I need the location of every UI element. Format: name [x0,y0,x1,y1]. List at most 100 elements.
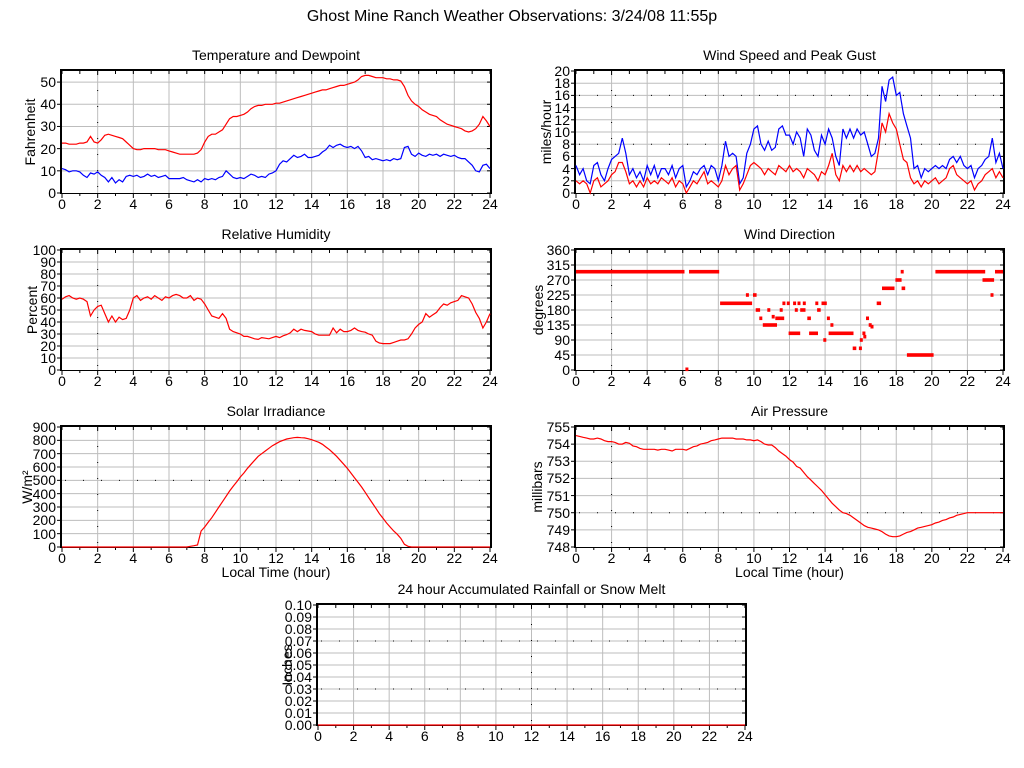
chart-title: Wind Speed and Peak Gust [703,47,876,63]
x-tick-label: 2 [607,196,616,212]
chart-air-pressure: Air Pressure millibars Local Time (hour)… [529,403,1011,580]
y-tick-label: 100 [32,525,56,542]
y-tick-label: 20 [40,140,56,157]
y-tick-label: 10 [40,350,56,366]
y-tick-label: 45 [554,347,570,363]
x-tick-label: 6 [165,550,173,566]
y-tick-label: 0 [48,362,56,378]
x-tick-label: 24 [482,550,498,566]
x-tick-label: 24 [482,196,498,212]
y-tick-label: 14 [554,99,570,116]
y-tick-label: 600 [32,459,56,475]
x-tick-label: 18 [375,196,391,212]
x-tick-label: 24 [737,728,753,744]
x-tick-label: 10 [746,196,762,212]
x-tick-label: 14 [303,550,320,566]
x-tick-label: 2 [349,728,358,744]
y-tick-label: 6 [562,148,570,165]
y-tick-label: 0.01 [284,705,312,721]
x-tick-label: 14 [559,728,575,744]
x-tick-label: 6 [420,728,429,744]
y-tick-label: 360 [546,242,570,258]
y-tick-label: 0.06 [284,645,312,661]
chart-title: Wind Direction [743,226,836,242]
y-tick-label: 225 [546,287,570,303]
x-tick-label: 8 [200,550,209,566]
y-tick-label: 8 [562,136,570,153]
y-tick-label: 500 [32,472,56,489]
y-tick-label: 0 [48,185,56,201]
x-tick-label: 0 [572,196,580,212]
y-tick-label: 18 [554,75,570,92]
y-tick-label: 90 [554,332,570,348]
x-tick-label: 20 [924,550,940,566]
x-tick-label: 18 [888,550,905,566]
y-tick-label: 0 [48,539,56,555]
x-tick-label: 20 [924,196,940,212]
x-axis-label: Local Time (hour) [735,564,844,580]
y-tick-label: 753 [546,453,570,470]
chart-title: Air Pressure [750,403,829,419]
y-tick-label: 10 [40,162,56,179]
x-tick-label: 14 [303,196,320,212]
x-tick-label: 6 [678,196,687,212]
x-tick-label: 10 [488,728,504,744]
y-tick-label: 750 [546,504,570,521]
x-tick-label: 18 [375,550,391,566]
y-tick-label: 16 [554,87,570,104]
x-tick-label: 8 [200,196,209,212]
y-tick-label: 50 [40,302,56,318]
x-tick-label: 4 [385,728,394,744]
y-tick-label: 90 [40,254,56,270]
y-tick-label: 0.00 [284,717,312,733]
x-tick-label: 18 [630,728,647,744]
x-tick-label: 20 [410,373,427,389]
x-tick-label: 12 [781,550,798,566]
chart-rainfall-snowmelt: 24 hour Accumulated Rainfall or Snow Mel… [279,581,753,743]
x-tick-label: 2 [93,550,102,566]
x-tick-label: 2 [607,550,616,566]
x-tick-label: 6 [678,550,687,566]
chart-wind-direction: Wind Direction degrees 0 45 90 135 180 225 270… [530,226,1011,388]
plot-area [57,249,491,375]
x-tick-label: 0 [314,728,322,744]
y-tick-label: 0.07 [284,633,312,649]
x-tick-label: 16 [339,373,356,389]
x-tick-label: 2 [93,196,102,212]
x-tick-label: 4 [643,196,652,212]
x-tick-label: 14 [817,373,833,389]
plot-area [571,70,1004,198]
x-tick-label: 12 [781,373,798,389]
y-tick-label: 40 [40,314,56,330]
y-tick-label: 754 [546,436,570,453]
x-tick-label: 16 [339,196,356,212]
x-tick-label: 20 [666,728,682,744]
chart-temperature-dewpoint: Temperature and Dewpoint Fahrenheit 0 10 2… [22,47,498,211]
x-tick-label: 10 [232,373,249,389]
chart-title: Temperature and Dewpoint [191,47,361,63]
y-tick-label: 755 [546,419,570,435]
x-tick-label: 8 [200,373,209,389]
x-tick-label: 10 [232,550,249,566]
x-tick-label: 0 [58,196,66,212]
y-tick-label: 0.10 [284,597,312,613]
x-tick-label: 10 [746,373,762,389]
x-tick-label: 0 [572,550,580,566]
y-tick-label: 400 [32,485,56,502]
x-tick-label: 10 [232,196,249,212]
plot-area [57,71,491,198]
x-tick-label: 18 [375,373,391,389]
x-tick-label: 16 [852,550,869,566]
x-tick-label: 16 [594,728,611,744]
x-tick-label: 4 [643,550,652,566]
y-tick-label: 135 [546,317,570,333]
x-tick-label: 20 [410,550,427,566]
y-tick-label: 30 [40,326,56,342]
x-tick-label: 8 [456,728,465,744]
x-tick-label: 6 [165,196,173,212]
x-tick-label: 24 [995,373,1011,389]
x-tick-label: 16 [852,373,869,389]
y-tick-label: 800 [32,432,56,449]
y-tick-label: 0 [562,362,570,378]
